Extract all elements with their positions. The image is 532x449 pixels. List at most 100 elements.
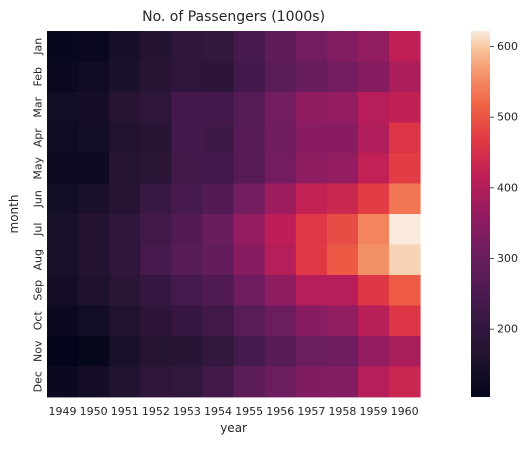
heatmap-cell (47, 336, 79, 367)
x-tick-label: 1952 (142, 405, 170, 418)
heatmap-cell (326, 183, 359, 215)
heatmap-cell (358, 214, 390, 245)
heatmap-cell (326, 122, 359, 154)
heatmap-cell (295, 92, 328, 123)
heatmap-cell (47, 305, 79, 337)
heatmap-cell (389, 92, 421, 123)
heatmap-cell (233, 244, 266, 276)
heatmap-cell (264, 31, 297, 62)
x-tick-labels: 1949 1950 1951 1952 1953 1954 1955 1956 1957 1958… (49, 405, 419, 418)
heatmap-cell (202, 153, 234, 184)
heatmap-cell (264, 305, 297, 337)
heatmap-cell (78, 153, 110, 184)
x-tick-label: 1957 (297, 405, 325, 418)
heatmap-cell (109, 305, 141, 337)
y-tick-label: Jul (32, 223, 45, 237)
heatmap-cell (295, 275, 328, 306)
colorbar-tick-label: 200 (497, 323, 518, 336)
x-tick-label: 1956 (266, 405, 294, 418)
heatmap-cell (78, 183, 110, 215)
heatmap-cell (109, 122, 141, 154)
y-tick-label: Mar (32, 96, 45, 117)
heatmap-cell (140, 336, 172, 367)
heatmap-cell (47, 244, 79, 276)
heatmap-cell (358, 122, 390, 154)
colorbar (471, 31, 490, 397)
heatmap-cell (389, 183, 421, 215)
heatmap-cell (326, 92, 359, 123)
heatmap-cell (389, 122, 421, 154)
heatmap-cell (78, 61, 110, 93)
heatmap-cell (171, 92, 203, 123)
heatmap-cell (202, 92, 234, 123)
heatmap-cell (140, 153, 172, 184)
heatmap-cell (326, 275, 359, 306)
heatmap-cell (109, 366, 141, 398)
heatmap-cell (171, 183, 203, 215)
heatmap-cell (202, 122, 234, 154)
y-tick-label: Dec (32, 371, 45, 392)
heatmap-cell (202, 305, 234, 337)
heatmap-cell (264, 122, 297, 154)
heatmap-cell (326, 244, 359, 276)
colorbar-tick-label: 400 (497, 181, 518, 194)
heatmap-cell (47, 61, 79, 93)
heatmap-cell (109, 275, 141, 306)
heatmap-cell (389, 153, 421, 184)
heatmap-cell (264, 275, 297, 306)
heatmap-cell (171, 31, 203, 62)
x-tick-label: 1954 (204, 405, 232, 418)
heatmap-cell (140, 305, 172, 337)
heatmap-cell (47, 92, 79, 123)
heatmap-cell (202, 61, 234, 93)
heatmap-cell (326, 153, 359, 184)
y-tick-label: May (32, 156, 45, 179)
heatmap-cell (295, 336, 328, 367)
heatmap-cell (47, 183, 79, 215)
heatmap-cell (389, 214, 421, 245)
heatmap-cell (109, 153, 141, 184)
heatmap-cell (140, 275, 172, 306)
heatmap-cell (140, 31, 172, 62)
heatmap-cell (295, 61, 328, 93)
heatmap-cell (171, 336, 203, 367)
heatmap-cell (140, 183, 172, 215)
heatmap-cell (78, 305, 110, 337)
heatmap-cell (109, 92, 141, 123)
heatmap-cell (233, 214, 266, 245)
heatmap-cell (171, 275, 203, 306)
y-tick-label: Apr (32, 128, 45, 148)
heatmap-cell (140, 122, 172, 154)
heatmap-cell (389, 31, 421, 62)
heatmap-cell (389, 244, 421, 276)
heatmap-cell (358, 275, 390, 306)
heatmap-cell (47, 122, 79, 154)
heatmap-cell (389, 366, 421, 398)
heatmap-cell (233, 31, 266, 62)
heatmap-cell (326, 366, 359, 398)
heatmap-cell (78, 244, 110, 276)
chart-title: No. of Passengers (1000s) (142, 9, 325, 25)
heatmap-cell (326, 336, 359, 367)
heatmap-cell (233, 305, 266, 337)
heatmap-cell (171, 153, 203, 184)
colorbar-tick-label: 300 (497, 252, 518, 265)
heatmap-cell (202, 244, 234, 276)
heatmap-cell (326, 31, 359, 62)
heatmap-cell (358, 153, 390, 184)
heatmap-cell (78, 214, 110, 245)
heatmap-cell (78, 336, 110, 367)
heatmap-cell (233, 336, 266, 367)
y-axis-label: month (7, 195, 21, 234)
x-tick-label: 1955 (235, 405, 263, 418)
heatmap-cell (295, 183, 328, 215)
heatmap-cell (233, 92, 266, 123)
heatmap-cell (202, 31, 234, 62)
y-tick-label: Aug (32, 249, 45, 270)
heatmap-cell (109, 31, 141, 62)
heatmap-cell (264, 214, 297, 245)
heatmap-cell (202, 214, 234, 245)
heatmap-cell (233, 122, 266, 154)
heatmap-cell (171, 244, 203, 276)
heatmap-cell (47, 275, 79, 306)
